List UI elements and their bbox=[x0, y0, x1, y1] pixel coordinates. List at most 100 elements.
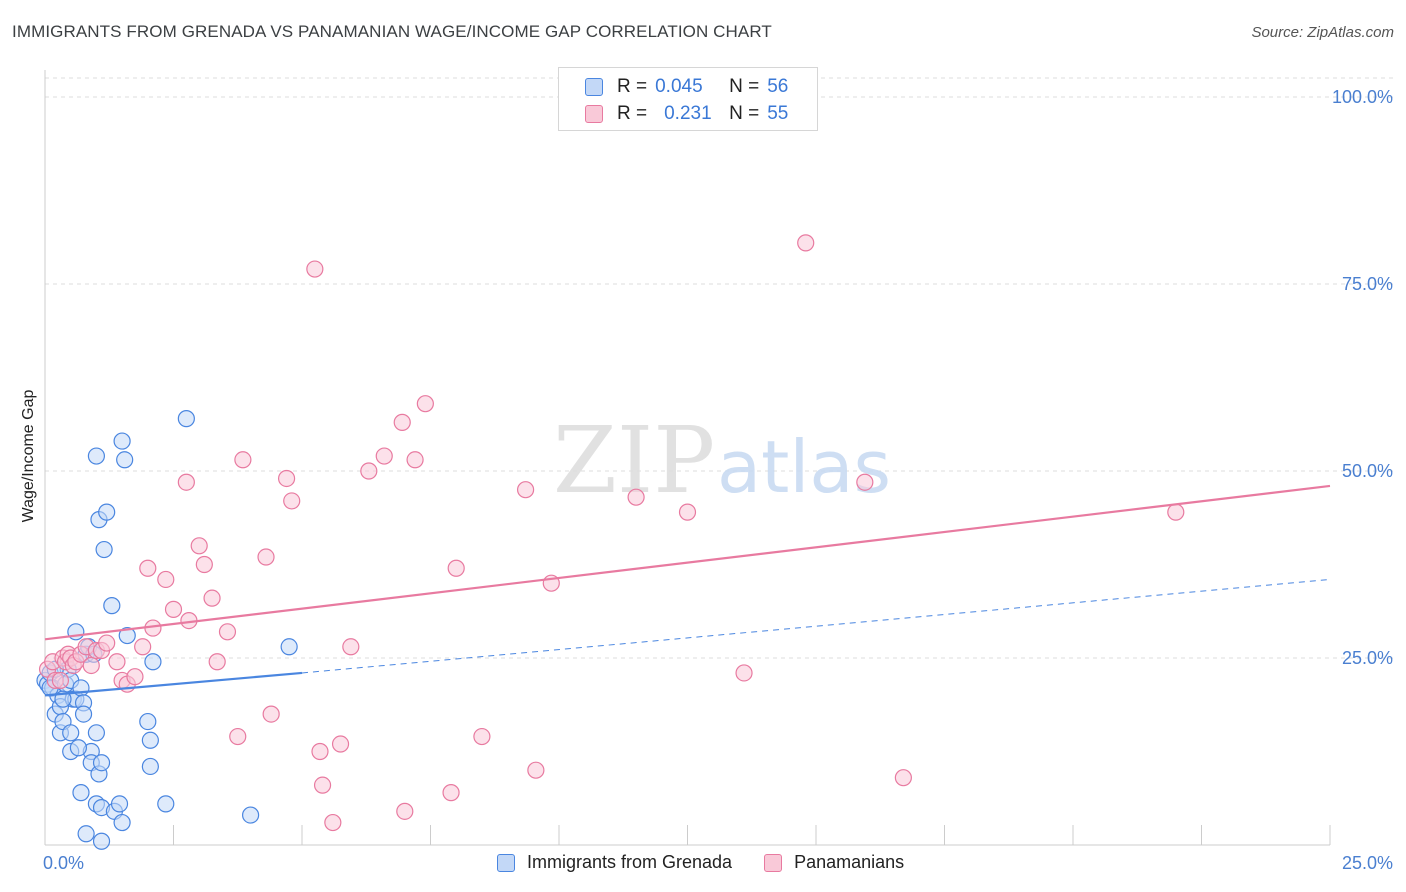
point-panamanians bbox=[1167, 503, 1185, 521]
point-panamanians bbox=[234, 451, 252, 469]
bottom-legend-label-grenada: Immigrants from Grenada bbox=[527, 852, 733, 872]
point-panamanians bbox=[527, 761, 545, 779]
point-grenada bbox=[69, 739, 88, 757]
legend-row-grenada: R = 0.045 N = 56 bbox=[585, 74, 788, 100]
bottom-legend-swatch-grenada bbox=[497, 853, 515, 872]
point-panamanians bbox=[218, 623, 237, 641]
legend-row-panamanians: R = 0.231 N = 55 bbox=[585, 101, 788, 127]
y-tick-label: 50.0% bbox=[1342, 461, 1393, 481]
point-panamanians bbox=[324, 813, 342, 832]
legend-r-value-grenada: 0.045 bbox=[655, 76, 703, 97]
point-panamanians bbox=[177, 473, 195, 491]
point-panamanians bbox=[473, 727, 491, 746]
legend-n-label: N = bbox=[729, 103, 760, 124]
point-grenada bbox=[87, 447, 106, 465]
point-panamanians bbox=[313, 776, 332, 794]
legend-swatch-grenada bbox=[585, 78, 603, 96]
point-panamanians bbox=[375, 447, 393, 465]
axes bbox=[44, 70, 1331, 846]
grid-lines bbox=[45, 77, 1395, 659]
tick-labels: 25.0% 50.0% 75.0% 100.0% 0.0% 25.0% bbox=[43, 87, 1393, 873]
bottom-legend-swatch-panamanians bbox=[764, 853, 783, 872]
point-panamanians bbox=[627, 488, 645, 506]
trend-extension-grenada bbox=[301, 578, 1331, 674]
point-grenada bbox=[77, 825, 95, 843]
point-grenada bbox=[74, 705, 93, 723]
watermark: ZIP atlas bbox=[553, 407, 891, 514]
point-panamanians bbox=[257, 548, 275, 566]
point-panamanians bbox=[283, 492, 301, 510]
bottom-legend-grenada: Immigrants from Grenada bbox=[497, 852, 732, 873]
point-grenada bbox=[95, 540, 113, 559]
point-grenada bbox=[118, 626, 136, 645]
y-tick-label: 100.0% bbox=[1332, 87, 1393, 107]
point-panamanians bbox=[311, 742, 329, 761]
point-panamanians bbox=[203, 589, 221, 607]
bottom-legend-panamanians: Panamanians bbox=[764, 852, 904, 873]
data-points bbox=[36, 234, 1185, 850]
point-panamanians bbox=[98, 634, 116, 652]
legend-n-value-grenada: 56 bbox=[767, 76, 789, 97]
point-grenada bbox=[280, 638, 298, 656]
y-tick-label: 25.0% bbox=[1342, 648, 1393, 668]
point-panamanians bbox=[51, 671, 70, 690]
legend-r-value-panamanians: 0.231 bbox=[664, 103, 712, 124]
point-grenada bbox=[177, 410, 195, 428]
point-grenada bbox=[67, 623, 85, 641]
point-grenada bbox=[157, 795, 175, 813]
legend-n-label: N = bbox=[729, 76, 760, 97]
point-grenada bbox=[98, 503, 116, 521]
point-panamanians bbox=[447, 559, 465, 577]
point-panamanians bbox=[735, 664, 753, 682]
point-grenada bbox=[116, 451, 134, 469]
point-panamanians bbox=[134, 638, 152, 656]
legend: R = 0.045 N = 56 R = 0.231 N = 55 bbox=[558, 67, 818, 131]
trend-line-panamanians bbox=[44, 484, 1331, 641]
point-panamanians bbox=[277, 469, 296, 488]
point-grenada bbox=[87, 724, 106, 742]
point-panamanians bbox=[331, 735, 350, 753]
point-panamanians bbox=[678, 503, 697, 521]
point-panamanians bbox=[164, 600, 183, 618]
point-panamanians bbox=[108, 653, 126, 671]
point-grenada bbox=[92, 832, 111, 850]
point-panamanians bbox=[195, 555, 213, 574]
legend-r-label: R = bbox=[617, 76, 648, 97]
point-grenada bbox=[62, 724, 80, 742]
point-panamanians bbox=[208, 653, 226, 671]
point-panamanians bbox=[262, 705, 280, 723]
bottom-legend: Immigrants from Grenada Panamanians bbox=[497, 852, 936, 873]
point-grenada bbox=[103, 597, 121, 615]
chart-title: IMMIGRANTS FROM GRENADA VS PANAMANIAN WA… bbox=[12, 22, 772, 41]
point-panamanians bbox=[396, 802, 414, 820]
point-panamanians bbox=[516, 481, 535, 499]
y-tick-label: 75.0% bbox=[1342, 274, 1393, 294]
legend-r-label: R = bbox=[617, 103, 648, 124]
point-panamanians bbox=[393, 413, 411, 431]
point-panamanians bbox=[157, 570, 175, 589]
trend-line-grenada bbox=[44, 671, 303, 697]
point-panamanians bbox=[856, 473, 874, 491]
watermark-atlas: atlas bbox=[717, 425, 891, 509]
point-panamanians bbox=[139, 559, 157, 577]
point-panamanians bbox=[229, 727, 247, 746]
point-panamanians bbox=[416, 395, 434, 413]
point-grenada bbox=[92, 754, 111, 772]
point-grenada bbox=[113, 813, 131, 832]
point-panamanians bbox=[126, 668, 144, 686]
point-panamanians bbox=[342, 638, 360, 656]
point-panamanians bbox=[894, 769, 912, 787]
point-grenada bbox=[110, 795, 129, 813]
source-label: Source: ZipAtlas.com bbox=[1251, 24, 1394, 41]
point-panamanians bbox=[797, 234, 815, 252]
point-panamanians bbox=[406, 451, 424, 469]
point-grenada bbox=[144, 653, 162, 671]
legend-n-value-panamanians: 55 bbox=[767, 103, 789, 124]
point-grenada bbox=[141, 757, 159, 776]
point-grenada bbox=[72, 784, 90, 802]
legend-swatch-panamanians bbox=[585, 105, 603, 123]
point-grenada bbox=[141, 731, 159, 749]
point-panamanians bbox=[190, 537, 208, 555]
x-tick-label-min: 0.0% bbox=[43, 853, 84, 873]
